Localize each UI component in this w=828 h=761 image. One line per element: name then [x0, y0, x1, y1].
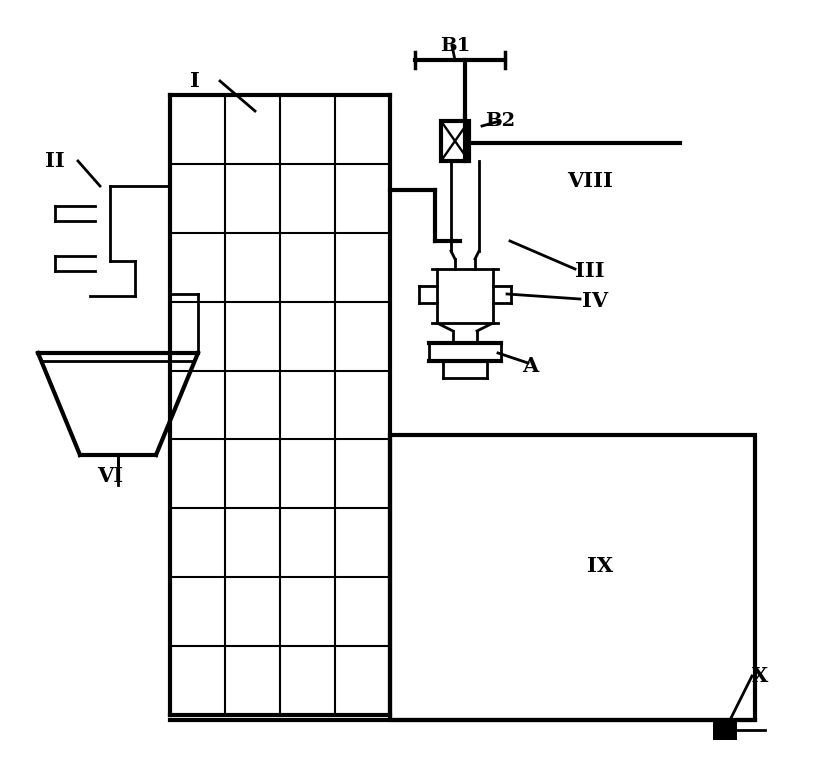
Text: A: A [522, 356, 537, 376]
Text: X: X [751, 666, 768, 686]
Bar [440, 121, 469, 161]
Text: VIII: VIII [566, 171, 612, 191]
Bar [712, 720, 736, 740]
Text: B1: B1 [440, 37, 469, 55]
Text: III: III [575, 261, 604, 281]
Text: IV: IV [581, 291, 607, 311]
Text: IX: IX [586, 556, 613, 576]
Bar [389, 435, 754, 720]
Text: I: I [190, 71, 200, 91]
Text: VI: VI [97, 466, 123, 486]
Text: II: II [45, 151, 65, 171]
Text: B2: B2 [484, 112, 514, 130]
